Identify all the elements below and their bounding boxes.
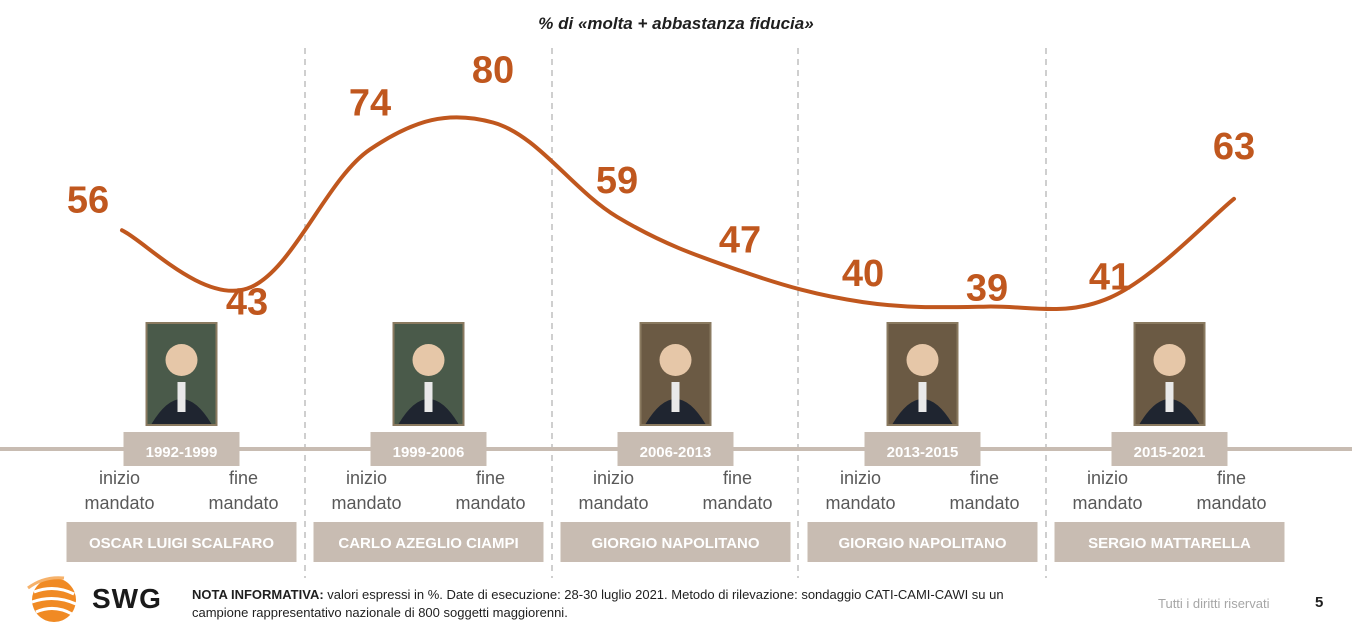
portrait-face <box>659 344 692 376</box>
president-name: SERGIO MATTARELLA <box>1088 535 1251 552</box>
portrait-face <box>165 344 198 376</box>
data-label: 56 <box>67 179 109 221</box>
footer-note: NOTA INFORMATIVA: valori espressi in %. … <box>192 586 1062 622</box>
start-label: inizio <box>346 468 387 488</box>
president-box <box>560 522 791 562</box>
data-label: 41 <box>1089 257 1131 299</box>
swg-logo-text: SWG <box>92 583 162 614</box>
data-label: 74 <box>349 82 391 124</box>
period-box <box>864 432 981 466</box>
end-label: fine <box>970 468 999 488</box>
start-label: inizio <box>593 468 634 488</box>
data-label: 43 <box>226 282 268 324</box>
portrait-shirt <box>918 382 927 412</box>
end-label: mandato <box>208 493 278 513</box>
swg-logo <box>24 570 174 626</box>
series-line <box>120 115 1236 312</box>
end-label: fine <box>1217 468 1246 488</box>
end-label: fine <box>723 468 752 488</box>
period-label: 2006-2013 <box>640 444 712 461</box>
data-label: 63 <box>1213 126 1255 168</box>
president-box <box>1054 522 1285 562</box>
start-label: inizio <box>1087 468 1128 488</box>
footer-note-text: valori espressi in %. Date di esecuzione… <box>192 587 1004 620</box>
period-label: 2015-2021 <box>1134 444 1206 461</box>
period-label: 2013-2015 <box>887 444 959 461</box>
rights-text: Tutti i diritti riservati <box>1158 596 1270 611</box>
start-label: mandato <box>84 493 154 513</box>
period-label: 1992-1999 <box>146 444 218 461</box>
president-name: GIORGIO NAPOLITANO <box>838 535 1006 552</box>
page-number: 5 <box>1315 594 1324 611</box>
president-name: OSCAR LUIGI SCALFARO <box>89 535 274 552</box>
end-label: fine <box>229 468 258 488</box>
portrait-shirt <box>671 382 680 412</box>
end-label: mandato <box>702 493 772 513</box>
president-name: GIORGIO NAPOLITANO <box>591 535 759 552</box>
start-label: mandato <box>331 493 401 513</box>
portrait-face <box>906 344 939 376</box>
president-box <box>66 522 297 562</box>
end-label: mandato <box>1196 493 1266 513</box>
footer-note-bold: NOTA INFORMATIVA: <box>192 587 324 602</box>
period-box <box>1111 432 1228 466</box>
period-label: 1999-2006 <box>393 444 465 461</box>
portrait-face <box>412 344 445 376</box>
data-label: 47 <box>719 220 761 262</box>
data-label: 59 <box>596 160 638 202</box>
start-label: mandato <box>1072 493 1142 513</box>
data-label: 39 <box>966 268 1008 310</box>
period-box <box>370 432 487 466</box>
end-label: mandato <box>949 493 1019 513</box>
portrait-shirt <box>1165 382 1174 412</box>
portrait-shirt <box>424 382 433 412</box>
period-box <box>123 432 240 466</box>
president-name: CARLO AZEGLIO CIAMPI <box>338 535 518 552</box>
end-label: fine <box>476 468 505 488</box>
data-label: 80 <box>472 50 514 92</box>
start-label: mandato <box>578 493 648 513</box>
swg-globe-icon <box>27 576 77 622</box>
period-box <box>617 432 734 466</box>
president-box <box>313 522 544 562</box>
start-label: mandato <box>825 493 895 513</box>
chart-title: % di «molta + abbastanza fiducia» <box>538 14 814 33</box>
start-label: inizio <box>840 468 881 488</box>
president-box <box>807 522 1038 562</box>
portrait-face <box>1153 344 1186 376</box>
end-label: mandato <box>455 493 525 513</box>
portrait-shirt <box>177 382 186 412</box>
start-label: inizio <box>99 468 140 488</box>
data-label: 40 <box>842 253 884 295</box>
